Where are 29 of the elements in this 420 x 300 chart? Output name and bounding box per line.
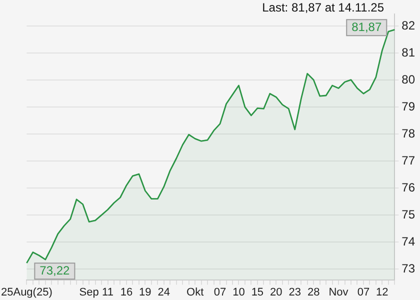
data-label: 81,87 — [352, 20, 382, 34]
y-tick-label: 79 — [402, 99, 416, 114]
x-tick-label: 10 — [232, 286, 245, 298]
y-tick-label: 76 — [402, 180, 416, 194]
y-tick-label: 81 — [402, 45, 416, 60]
y-tick-label: 73 — [402, 261, 416, 276]
x-tick-label: 23 — [288, 286, 301, 298]
x-tick-label: 07 — [214, 286, 226, 298]
y-tick-label: 75 — [402, 207, 416, 222]
y-tick-label: 80 — [402, 72, 416, 86]
x-tick-label: Sep — [79, 286, 99, 298]
x-tick-label: Okt — [186, 286, 204, 298]
x-tick-label: 20 — [270, 286, 282, 298]
data-label: 73,22 — [40, 263, 70, 278]
y-tick-label: 78 — [402, 126, 416, 140]
y-tick-label: 74 — [402, 234, 416, 248]
x-tick-label: 28 — [307, 286, 320, 298]
x-tick-label: 25Aug(25) — [0, 286, 52, 298]
x-tick-label: 07 — [357, 286, 370, 298]
x-tick-label: 12 — [376, 286, 388, 298]
y-tick-label: 77 — [402, 153, 416, 168]
x-tick-label: Nov — [328, 286, 349, 298]
y-tick-label: 82 — [402, 18, 416, 32]
x-tick-label: 15 — [251, 286, 264, 298]
x-tick-label: 16 — [120, 286, 133, 298]
x-tick-label: 19 — [139, 286, 152, 298]
annotation: Last: 81,87 at 14.11.25 — [262, 0, 384, 14]
x-tick-label: 11 — [102, 286, 114, 298]
x-tick-label: 24 — [158, 286, 170, 298]
